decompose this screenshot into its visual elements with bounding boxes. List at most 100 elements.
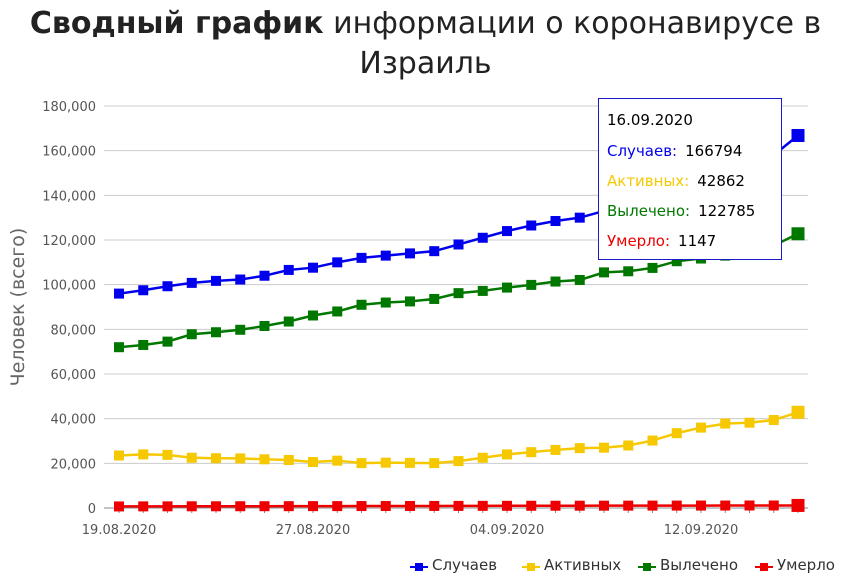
data-point bbox=[356, 458, 367, 469]
tooltip-value: 122785 bbox=[698, 202, 756, 220]
data-point bbox=[429, 293, 440, 304]
data-point bbox=[235, 324, 246, 335]
data-point bbox=[477, 232, 488, 243]
data-point bbox=[477, 500, 488, 511]
data-point bbox=[502, 226, 512, 237]
data-point bbox=[211, 453, 221, 464]
y-tick-label: 60,000 bbox=[51, 368, 97, 383]
data-point bbox=[186, 501, 197, 512]
data-point bbox=[332, 455, 343, 466]
data-point bbox=[356, 252, 367, 263]
data-point bbox=[526, 500, 537, 511]
data-point bbox=[623, 266, 634, 277]
data-point bbox=[162, 501, 173, 512]
tooltip-row-deaths: Умерло: 1147 bbox=[607, 232, 716, 250]
legend-square-icon bbox=[527, 563, 535, 571]
data-point bbox=[211, 501, 221, 512]
data-point bbox=[720, 500, 731, 511]
tooltip-row-cases: Случаев: 166794 bbox=[607, 142, 742, 160]
data-point bbox=[259, 454, 270, 465]
data-point bbox=[526, 220, 537, 231]
data-point bbox=[744, 417, 755, 428]
data-point bbox=[283, 316, 294, 327]
data-point bbox=[791, 405, 805, 419]
data-point bbox=[623, 440, 634, 451]
data-point bbox=[235, 274, 246, 285]
data-point bbox=[138, 339, 149, 350]
y-tick-label: 80,000 bbox=[51, 323, 97, 338]
legend-square-icon bbox=[415, 563, 423, 571]
data-point bbox=[453, 288, 464, 299]
data-point bbox=[114, 450, 124, 461]
data-point bbox=[162, 336, 173, 347]
data-point bbox=[671, 428, 682, 439]
y-tick-label: 40,000 bbox=[51, 413, 97, 428]
x-tick-label: 04.09.2020 bbox=[470, 523, 544, 538]
data-point bbox=[405, 296, 415, 307]
data-point bbox=[574, 443, 585, 454]
data-point bbox=[138, 501, 149, 512]
data-point bbox=[744, 500, 755, 511]
data-point bbox=[791, 128, 805, 142]
data-point bbox=[647, 262, 658, 273]
tooltip-row-recovered: Вылечено: 122785 bbox=[607, 202, 755, 220]
legend-square-icon bbox=[760, 563, 768, 571]
data-point bbox=[574, 274, 585, 285]
data-point bbox=[477, 452, 488, 463]
legend-square-icon bbox=[643, 563, 651, 571]
data-point bbox=[380, 297, 391, 308]
data-point bbox=[720, 418, 731, 429]
data-point bbox=[259, 320, 270, 331]
data-point bbox=[380, 250, 391, 261]
data-point bbox=[356, 299, 367, 310]
data-point bbox=[696, 500, 706, 511]
data-point bbox=[550, 276, 561, 287]
data-point bbox=[599, 500, 609, 511]
data-point bbox=[671, 500, 682, 511]
data-point bbox=[550, 444, 561, 455]
data-point bbox=[186, 452, 197, 463]
data-point bbox=[599, 267, 609, 278]
data-point bbox=[502, 282, 512, 293]
y-tick-label: 120,000 bbox=[42, 234, 96, 249]
data-point bbox=[453, 239, 464, 250]
data-point bbox=[671, 256, 682, 267]
data-point bbox=[550, 500, 561, 511]
data-point bbox=[550, 216, 561, 227]
y-tick-label: 140,000 bbox=[42, 189, 96, 204]
y-tick-label: 20,000 bbox=[51, 457, 97, 472]
data-point bbox=[429, 458, 440, 469]
data-point bbox=[477, 285, 488, 296]
data-point bbox=[332, 501, 343, 512]
y-tick-label: 160,000 bbox=[42, 145, 96, 160]
data-point bbox=[235, 501, 246, 512]
data-point bbox=[623, 500, 634, 511]
data-point bbox=[574, 212, 585, 223]
tooltip-value: 42862 bbox=[697, 172, 745, 190]
data-point bbox=[308, 456, 318, 467]
tooltip-label: Умерло: bbox=[607, 232, 671, 250]
chart-title-bold: Сводный график bbox=[29, 6, 324, 41]
data-point bbox=[308, 501, 318, 512]
x-tick-label: 19.08.2020 bbox=[82, 523, 156, 538]
tooltip-label: Активных: bbox=[607, 172, 690, 190]
data-point bbox=[114, 342, 124, 353]
legend-label: Вылечено bbox=[660, 556, 739, 574]
data-point bbox=[186, 277, 197, 288]
data-point bbox=[283, 454, 294, 465]
data-point bbox=[114, 288, 124, 299]
data-point bbox=[405, 248, 415, 259]
x-tick-label: 27.08.2020 bbox=[276, 523, 350, 538]
data-point bbox=[380, 457, 391, 468]
data-point bbox=[647, 500, 658, 511]
tooltip-row-active: Активных: 42862 bbox=[607, 172, 745, 190]
data-point bbox=[138, 449, 149, 460]
tooltip-value: 1147 bbox=[678, 232, 717, 250]
data-point bbox=[405, 500, 415, 511]
data-point bbox=[791, 227, 805, 241]
data-point bbox=[283, 501, 294, 512]
data-point bbox=[647, 435, 658, 446]
data-point bbox=[502, 500, 512, 511]
data-point bbox=[453, 456, 464, 467]
